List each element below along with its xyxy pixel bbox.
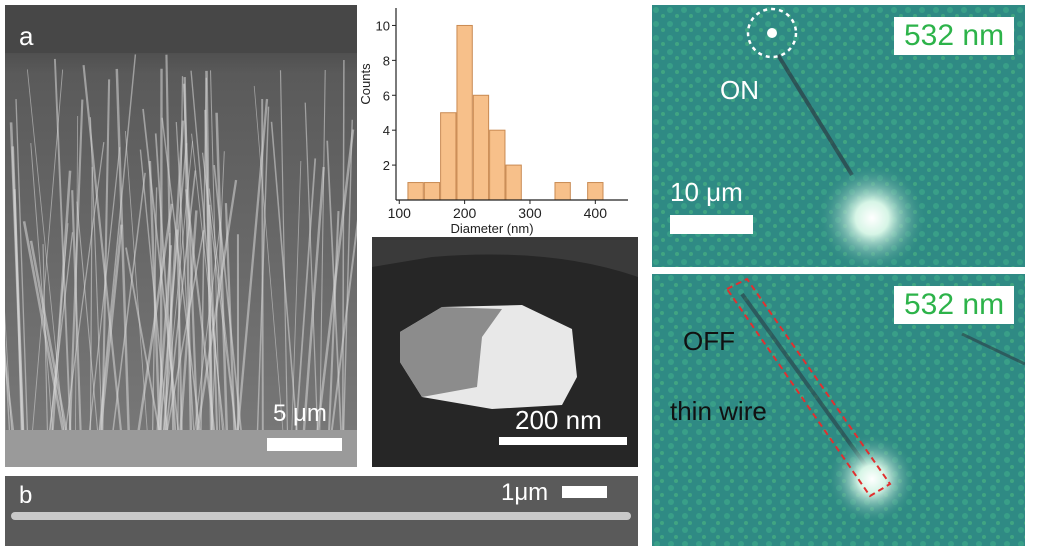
nanowire-line bbox=[341, 60, 345, 436]
nanowire-line bbox=[154, 133, 177, 436]
nanowire-line bbox=[22, 221, 66, 436]
nanowire-line bbox=[190, 70, 224, 436]
nanowire-line bbox=[176, 229, 183, 436]
nanowire-line bbox=[330, 219, 357, 436]
nanowire-line bbox=[205, 70, 213, 436]
nanowire-line bbox=[68, 99, 84, 436]
histogram-bar bbox=[407, 182, 424, 201]
panel-b-letter: b bbox=[19, 482, 33, 509]
nanowire-line bbox=[76, 201, 99, 436]
nanowire-line bbox=[101, 79, 111, 436]
scale-bar-10um bbox=[670, 215, 753, 234]
histogram-bar bbox=[440, 112, 457, 201]
histogram-bar bbox=[489, 129, 506, 201]
y-tick-label: 4 bbox=[383, 123, 390, 138]
scale-bar-1um bbox=[562, 486, 607, 498]
thin-wire-label: thin wire bbox=[670, 396, 767, 426]
nanowire-line bbox=[304, 102, 319, 436]
histogram-bar bbox=[587, 182, 604, 201]
nanowire-array-graphic bbox=[5, 5, 357, 467]
scale-bar-label-200nm: 200 nm bbox=[515, 405, 602, 435]
nanowire-line bbox=[302, 166, 325, 436]
panel-a-letter: a bbox=[19, 21, 34, 51]
y-tick-label: 6 bbox=[383, 88, 390, 103]
nanowire-line bbox=[98, 54, 137, 436]
nanowire-line bbox=[319, 69, 326, 436]
scale-bar-label-5um: 5 μm bbox=[273, 400, 327, 427]
histogram-bar bbox=[456, 24, 473, 201]
nanowire-line bbox=[193, 221, 222, 436]
nanowire-line bbox=[215, 112, 229, 436]
scale-bar-label-1um: 1μm bbox=[501, 479, 549, 506]
nanowire-line bbox=[253, 85, 284, 436]
x-axis-label: Diameter (nm) bbox=[450, 221, 533, 236]
nanowire-line bbox=[15, 99, 29, 436]
nanowire-line bbox=[294, 158, 317, 436]
nanowire-line bbox=[210, 151, 225, 436]
y-tick-label: 8 bbox=[383, 53, 390, 68]
nanowire-cross-section-graphic bbox=[372, 237, 638, 467]
nanowire-line bbox=[162, 141, 193, 436]
nanowire-line bbox=[164, 170, 197, 436]
histogram-bar bbox=[472, 94, 490, 201]
nanowire-line bbox=[30, 143, 54, 436]
y-tick-label: 10 bbox=[376, 18, 390, 33]
x-tick-label: 400 bbox=[584, 205, 608, 221]
nanowire-line bbox=[9, 122, 25, 436]
optical-image-on: 532 nm ON 10 μm bbox=[652, 5, 1025, 267]
scale-bar-label-10um: 10 μm bbox=[670, 177, 743, 207]
panel-a-sem-image: a 5 μm bbox=[5, 5, 357, 467]
nanowire-line bbox=[261, 98, 264, 436]
diameter-histogram: 100 200 300 400 2 4 6 8 10 Diameter (nm) Counts bbox=[358, 0, 643, 237]
nanowire-line bbox=[279, 70, 289, 436]
tem-cross-section-image: 200 nm bbox=[372, 237, 638, 467]
x-tick-label: 100 bbox=[388, 205, 412, 221]
x-tick-label: 300 bbox=[518, 205, 542, 221]
x-tick-label: 200 bbox=[453, 205, 477, 221]
panel-b-sem-image: b 1μm bbox=[5, 476, 638, 546]
nanowire-line bbox=[183, 77, 193, 436]
state-label-off: OFF bbox=[683, 326, 735, 356]
scale-bar-200nm bbox=[499, 437, 627, 445]
nanowire-line bbox=[82, 65, 123, 436]
single-nanowire-graphic bbox=[5, 476, 638, 546]
nanowire-line bbox=[5, 339, 11, 436]
nanowire-line bbox=[156, 245, 173, 436]
nanowire-line bbox=[224, 203, 236, 436]
nanowire-line bbox=[124, 130, 148, 436]
histogram-bar bbox=[554, 182, 571, 201]
histogram-bar bbox=[423, 182, 441, 201]
nanowire-line bbox=[200, 77, 207, 436]
nanowire-line bbox=[26, 69, 65, 436]
nanowire-line bbox=[291, 161, 302, 436]
y-tick-label: 2 bbox=[383, 158, 390, 173]
scale-bar-5um bbox=[267, 438, 342, 451]
nanowire-line bbox=[53, 58, 72, 436]
nanowire-line bbox=[115, 68, 131, 436]
y-axis-label: Counts bbox=[358, 63, 373, 105]
wavelength-label-on: 532 nm bbox=[894, 17, 1015, 55]
wavelength-label-off: 532 nm bbox=[894, 286, 1015, 324]
nanowire-line bbox=[5, 311, 13, 436]
histogram-bar bbox=[505, 164, 522, 201]
state-label-on: ON bbox=[720, 75, 759, 105]
nanowire-line bbox=[175, 121, 195, 436]
nanowire-line bbox=[136, 203, 173, 436]
nanowire-line bbox=[139, 149, 169, 436]
histogram-svg: 100 200 300 400 2 4 6 8 10 Diameter (nm) Counts bbox=[358, 8, 628, 236]
nanowire-line bbox=[89, 166, 93, 436]
optical-image-off: 532 nm OFF thin wire bbox=[652, 274, 1025, 546]
nanowire-line bbox=[342, 119, 353, 436]
nanowire-line bbox=[327, 210, 340, 436]
nanowire-line bbox=[185, 189, 216, 436]
